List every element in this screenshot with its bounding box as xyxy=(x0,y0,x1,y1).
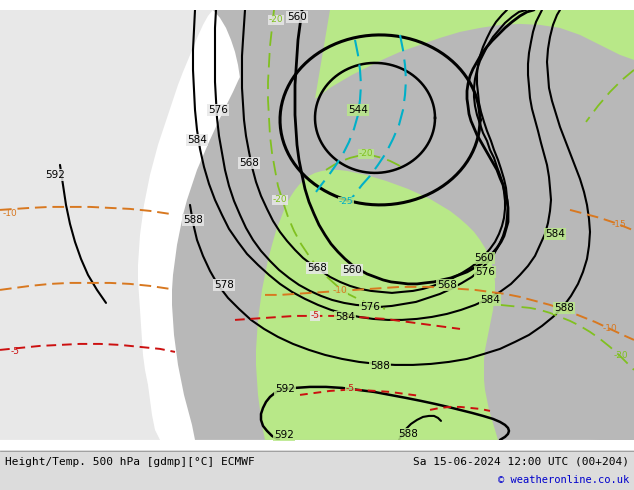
Text: 544: 544 xyxy=(348,105,368,115)
Polygon shape xyxy=(256,170,498,440)
Text: 588: 588 xyxy=(554,303,574,313)
Text: -15: -15 xyxy=(612,220,626,229)
Text: © weatheronline.co.uk: © weatheronline.co.uk xyxy=(498,475,629,485)
Text: 568: 568 xyxy=(437,280,457,290)
Text: Sa 15-06-2024 12:00 UTC (00+204): Sa 15-06-2024 12:00 UTC (00+204) xyxy=(413,457,629,467)
Text: 584: 584 xyxy=(187,135,207,145)
Text: 568: 568 xyxy=(239,158,259,168)
Text: Height/Temp. 500 hPa [gdmp][°C] ECMWF: Height/Temp. 500 hPa [gdmp][°C] ECMWF xyxy=(5,457,255,467)
Text: 576: 576 xyxy=(360,302,380,312)
Text: -5: -5 xyxy=(346,385,354,393)
Text: -10: -10 xyxy=(3,209,17,219)
Text: -20: -20 xyxy=(614,351,628,361)
Text: 560: 560 xyxy=(342,265,362,275)
Polygon shape xyxy=(315,10,634,99)
Polygon shape xyxy=(0,10,213,440)
Text: -5: -5 xyxy=(311,312,320,320)
Text: 576: 576 xyxy=(475,267,495,277)
Polygon shape xyxy=(177,10,634,440)
Text: 584: 584 xyxy=(545,229,565,239)
Text: 560: 560 xyxy=(474,253,494,263)
Text: -5: -5 xyxy=(11,347,20,356)
Text: -10: -10 xyxy=(333,287,347,295)
Text: 588: 588 xyxy=(398,429,418,439)
Text: -20: -20 xyxy=(273,196,287,204)
Polygon shape xyxy=(172,10,634,440)
Text: 592: 592 xyxy=(45,170,65,180)
Text: 560: 560 xyxy=(287,12,307,22)
Text: -20: -20 xyxy=(269,15,283,24)
Text: -10: -10 xyxy=(603,324,618,333)
Text: -20: -20 xyxy=(359,149,373,158)
Text: 592: 592 xyxy=(275,384,295,394)
Text: 588: 588 xyxy=(183,215,203,225)
Text: 584: 584 xyxy=(480,295,500,305)
Text: 576: 576 xyxy=(208,105,228,115)
Text: 578: 578 xyxy=(214,280,234,290)
Text: 568: 568 xyxy=(307,263,327,273)
Text: 584: 584 xyxy=(335,312,355,322)
Text: -25: -25 xyxy=(339,197,353,206)
Text: 588: 588 xyxy=(370,361,390,371)
Text: 592: 592 xyxy=(274,430,294,440)
